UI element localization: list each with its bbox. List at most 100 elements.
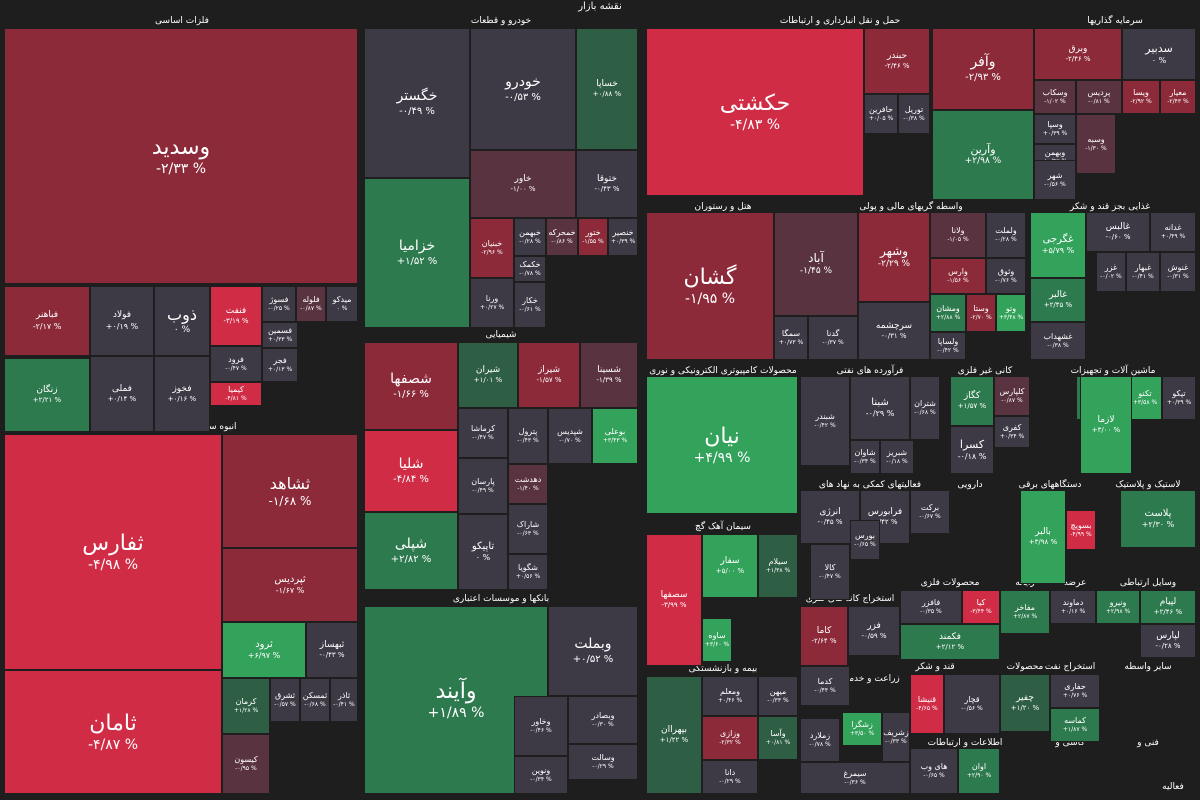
stock-tile[interactable]: وآرین +۲/۹۸ % <box>932 110 1034 200</box>
stock-tile[interactable]: ورنا +۰/۲۷ % <box>470 278 514 328</box>
stock-tile[interactable]: خنصیر +۰/۳۹ % <box>608 218 638 256</box>
stock-tile[interactable]: حبندر -۲/۴۶ % <box>864 28 930 94</box>
stock-tile[interactable]: وارس -۱/۵۶ % <box>930 258 986 294</box>
stock-tile[interactable]: میهن -۰/۳۳ % <box>758 676 798 716</box>
stock-tile[interactable]: خگستر -۰/۴۹ % <box>364 28 470 178</box>
stock-tile[interactable]: غزر -۰/۰۲ % <box>1096 252 1126 292</box>
stock-tile[interactable]: شسینا -۱/۳۹ % <box>580 342 638 408</box>
stock-tile[interactable]: سرچشمه -۰/۳۱ % <box>858 302 930 360</box>
stock-tile[interactable]: خودرو -۰/۵۳ % <box>470 28 576 150</box>
stock-tile[interactable]: وسدید -۲/۳۳ % <box>4 28 358 284</box>
stock-tile[interactable]: حفاری +۰/۷۶ % <box>1050 674 1100 708</box>
stock-tile[interactable]: خزامیا +۱/۵۲ % <box>364 178 470 328</box>
stock-tile[interactable]: ختوقا -۰/۴۳ % <box>576 150 638 218</box>
stock-tile[interactable]: خاور -۱/۰۰ % <box>470 150 576 218</box>
stock-tile[interactable]: قچار -۰/۵۶ % <box>944 674 1000 734</box>
stock-tile[interactable]: ومشان +۲/۸۸ % <box>930 294 966 332</box>
stock-tile[interactable]: لپیام +۲/۴۶ % <box>1140 590 1196 624</box>
stock-tile[interactable]: وستا -۲/۷۰ % <box>966 294 996 332</box>
stock-tile[interactable]: کسرا -۰/۱۸ % <box>950 426 994 474</box>
stock-tile[interactable]: کگاز +۱/۵۷ % <box>950 376 994 426</box>
stock-tile[interactable]: وبرق -۲/۴۶ % <box>1034 28 1122 80</box>
stock-tile[interactable]: غشهداب -۰/۳۸ % <box>1030 322 1086 360</box>
stock-tile[interactable]: خبهمن -۰/۲۸ % <box>514 218 546 256</box>
stock-tile[interactable]: پارسان -۰/۴۹ % <box>458 458 508 514</box>
stock-tile[interactable]: فسوژ -۰/۲۵ % <box>262 286 296 322</box>
stock-tile[interactable]: وسکاب -۱/۰۲ % <box>1034 80 1076 114</box>
stock-tile[interactable]: ثاذر -۰/۴۱ % <box>330 678 358 722</box>
stock-tile[interactable]: فسمین +۰/۳۳ % <box>262 322 298 348</box>
stock-tile[interactable]: اوان +۲/۹۰ % <box>958 748 1000 794</box>
stock-tile[interactable]: وشهر -۲/۲۹ % <box>858 212 930 302</box>
stock-tile[interactable]: ساوه +۳/۶۰ % <box>702 618 732 662</box>
stock-tile[interactable]: دماوند +۰/۱۶ % <box>1050 590 1096 624</box>
stock-tile[interactable]: گشان -۱/۹۵ % <box>646 212 774 360</box>
stock-tile[interactable]: فباهنر -۲/۱۷ % <box>4 286 90 356</box>
stock-tile[interactable]: شیران +۱/۰۱ % <box>458 342 518 408</box>
stock-tile[interactable]: وبملت +۰/۵۲ % <box>548 606 638 696</box>
stock-tile[interactable]: کیمیا -۴/۸۱ % <box>210 382 262 406</box>
stock-tile[interactable]: غنوش -۰/۳۱ % <box>1160 252 1196 292</box>
stock-tile[interactable]: ولملت -۰/۲۸ % <box>986 212 1026 258</box>
stock-tile[interactable]: بورس -۰/۶۵ % <box>850 520 880 560</box>
stock-tile[interactable]: سمگا +۰/۷۳ % <box>774 316 808 360</box>
stock-tile[interactable]: تاپیکو ۰ % <box>458 514 508 590</box>
stock-tile[interactable]: ولساپا -۰/۴۲ % <box>930 332 966 360</box>
stock-tile[interactable]: چفیر +۱/۲۰ % <box>1000 674 1050 732</box>
stock-tile[interactable]: کاما -۲/۶۴ % <box>800 606 848 666</box>
stock-tile[interactable]: زشریف -۰/۳۳ % <box>882 712 910 762</box>
stock-tile[interactable]: خبنیان -۲/۹۶ % <box>470 218 514 278</box>
stock-tile[interactable]: قنیشا -۴/۶۵ % <box>910 674 944 734</box>
stock-tile[interactable]: کیسون -۰/۹۵ % <box>222 734 270 794</box>
stock-tile[interactable]: ذوب ۰ % <box>154 286 210 356</box>
stock-tile[interactable]: غدانه +۰/۴۹ % <box>1150 212 1196 252</box>
stock-tile[interactable]: خکمک -۰/۷۸ % <box>514 256 546 282</box>
stock-tile[interactable]: شیراز -۱/۵۷ % <box>518 342 580 408</box>
stock-tile[interactable]: شپدیس -۰/۷۰ % <box>548 408 592 464</box>
stock-tile[interactable]: پترول -۰/۴۳ % <box>508 408 548 464</box>
stock-tile[interactable]: خکار -۰/۶۱ % <box>514 282 546 328</box>
stock-tile[interactable]: وثوق -۰/۷۶ % <box>986 258 1026 294</box>
stock-tile[interactable]: ویسا -۲/۹۲ % <box>1122 80 1160 114</box>
stock-tile[interactable]: مفاخر +۲/۸۷ % <box>1000 590 1050 634</box>
stock-tile[interactable]: کرماشا -۰/۴۷ % <box>458 408 508 458</box>
stock-tile[interactable]: وآسا +۰/۸۱ % <box>758 716 798 760</box>
stock-tile[interactable]: غالبر +۲/۴۵ % <box>1030 278 1086 322</box>
stock-tile[interactable]: آباد -۱/۴۵ % <box>774 212 858 316</box>
stock-tile[interactable]: ثرود +۶/۹۷ % <box>222 622 306 678</box>
stock-tile[interactable]: کالا -۰/۴۷ % <box>810 544 850 600</box>
stock-tile[interactable]: بسویچ -۴/۹۹ % <box>1066 510 1096 550</box>
stock-tile[interactable]: شگویا +۰/۵۶ % <box>508 554 548 590</box>
stock-tile[interactable]: فولاد +۰/۱۹ % <box>90 286 154 356</box>
stock-tile[interactable]: کماسه +۱/۸۷ % <box>1050 708 1100 742</box>
stock-tile[interactable]: خساپا +۰/۸۸ % <box>576 28 638 150</box>
stock-tile[interactable]: شلیا -۴/۸۴ % <box>364 430 458 512</box>
stock-tile[interactable]: شاراک -۰/۶۳ % <box>508 504 548 554</box>
stock-tile[interactable]: ثمسکن -۰/۶۸ % <box>300 678 330 722</box>
stock-tile[interactable]: تپکو +۰/۳۹ % <box>1162 376 1196 420</box>
stock-tile[interactable]: ثفارس -۴/۹۸ % <box>4 434 222 670</box>
stock-tile[interactable]: دانا -۰/۲۹ % <box>702 760 758 794</box>
stock-tile[interactable]: وخاور -۰/۴۶ % <box>514 696 568 756</box>
stock-tile[interactable]: کیا -۳/۴۴ % <box>962 590 1000 624</box>
stock-tile[interactable]: فنفت -۳/۱۹ % <box>210 286 262 346</box>
stock-tile[interactable]: سیمرغ -۰/۳۶ % <box>800 762 910 794</box>
stock-tile[interactable]: های وب -۰/۶۵ % <box>910 748 958 794</box>
stock-tile[interactable]: پردیس -۰/۸۱ % <box>1076 80 1122 114</box>
stock-tile[interactable]: گدنا -۰/۳۷ % <box>808 316 858 360</box>
stock-tile[interactable]: ثامان -۴/۸۷ % <box>4 670 222 794</box>
stock-tile[interactable]: حکشتی -۴/۸۳ % <box>646 28 864 196</box>
stock-tile[interactable]: غالبس -۰/۶۰ % <box>1086 212 1150 252</box>
stock-tile[interactable]: غگرجی +۵/۷۹ % <box>1030 212 1086 278</box>
stock-tile[interactable]: وزازی -۲/۳۲ % <box>702 716 758 760</box>
stock-tile[interactable]: وتو +۳/۴۸ % <box>996 294 1026 332</box>
stock-tile[interactable]: بپهراان +۱/۲۲ % <box>646 676 702 794</box>
stock-tile[interactable]: غبهار -۰/۴۱ % <box>1126 252 1160 292</box>
stock-tile[interactable]: وآفر -۲/۹۳ % <box>932 28 1034 110</box>
stock-tile[interactable]: برکت -۰/۶۷ % <box>910 490 950 534</box>
stock-tile[interactable]: ولانا -۱/۰۵ % <box>930 212 986 258</box>
stock-tile[interactable]: سصفها -۳/۹۹ % <box>646 534 702 666</box>
stock-tile[interactable]: فلوله -۰/۸۷ % <box>296 286 326 322</box>
stock-tile[interactable]: زنگان +۲/۲۱ % <box>4 358 90 432</box>
stock-tile[interactable]: وسبه -۱/۳۰ % <box>1076 114 1116 174</box>
